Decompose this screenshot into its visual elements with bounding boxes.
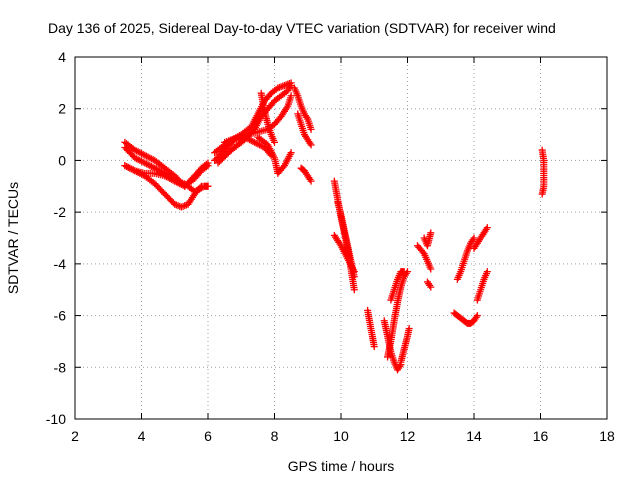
x-tick-label: 18 — [599, 428, 615, 444]
y-tick-label: -8 — [54, 359, 67, 375]
y-tick-label: 2 — [58, 101, 66, 117]
grid-lines — [75, 57, 607, 419]
x-axis-label: GPS time / hours — [288, 458, 395, 474]
x-tick-label: 2 — [71, 428, 79, 444]
x-tick-label: 6 — [204, 428, 212, 444]
series-arc-29 — [538, 146, 548, 198]
series-arc-7 — [214, 81, 295, 167]
data-point — [350, 286, 358, 294]
series-arc-27 — [473, 268, 491, 304]
data-point — [405, 325, 413, 332]
series-arc-13 — [297, 164, 315, 185]
series-arc-22 — [413, 242, 435, 273]
series-arc-28 — [470, 224, 491, 252]
series-arc-11 — [290, 84, 315, 133]
data-point — [202, 163, 210, 171]
series-arc-24 — [423, 278, 435, 291]
data-point — [350, 268, 358, 276]
axis-tick-labels: 2 4 6 8 10 12 14 16 18 4 2 0 -2 -4 -6 -8 -10 — [46, 49, 615, 444]
data-points — [121, 79, 548, 374]
y-tick-label: -4 — [54, 256, 67, 272]
data-point — [204, 182, 212, 190]
x-tick-label: 10 — [333, 428, 349, 444]
data-point — [427, 283, 435, 291]
y-axis-label: SDTVAR / TECUs — [5, 182, 21, 294]
data-point — [427, 229, 435, 237]
data-point — [169, 176, 177, 184]
y-tick-label: -6 — [54, 308, 67, 324]
data-point — [287, 149, 295, 157]
data-point — [483, 268, 491, 276]
series-arc-4 — [121, 162, 212, 211]
data-point — [287, 92, 295, 100]
y-tick-label: 4 — [58, 49, 66, 65]
series-arc-16 — [330, 231, 358, 276]
y-tick-label: -10 — [46, 411, 66, 427]
data-point — [470, 234, 478, 242]
data-point — [400, 268, 408, 276]
data-point — [204, 162, 212, 170]
x-tick-label: 12 — [400, 428, 416, 444]
data-point — [483, 224, 491, 232]
series-arc-12 — [294, 110, 315, 149]
series-arc-10 — [257, 89, 278, 146]
series-arc-20 — [387, 268, 408, 304]
series-arc-19 — [384, 268, 411, 361]
plot-frame — [74, 56, 608, 420]
series-arc-9 — [254, 133, 295, 177]
data-point — [370, 343, 378, 351]
data-point — [473, 312, 481, 320]
data-point — [307, 125, 315, 133]
y-tick-label: -2 — [54, 204, 67, 220]
series-arc-26 — [453, 234, 478, 283]
data-point — [307, 141, 315, 149]
series-arc-17 — [364, 306, 378, 351]
data-point — [196, 184, 204, 192]
chart-title: Day 136 of 2025, Sidereal Day-to-day VTE… — [48, 20, 556, 36]
x-tick-label: 14 — [466, 428, 482, 444]
series-arc-21 — [397, 325, 413, 366]
x-tick-label: 4 — [138, 428, 146, 444]
data-point — [427, 265, 435, 273]
x-tick-label: 16 — [533, 428, 549, 444]
y-tick-label: 0 — [58, 152, 66, 168]
x-tick-label: 8 — [271, 428, 279, 444]
data-point — [271, 138, 278, 146]
data-point — [307, 177, 315, 185]
series-arc-1 — [121, 138, 212, 190]
series-arc-25 — [450, 309, 481, 327]
data-point — [538, 190, 546, 198]
series-arc-23 — [420, 229, 435, 250]
